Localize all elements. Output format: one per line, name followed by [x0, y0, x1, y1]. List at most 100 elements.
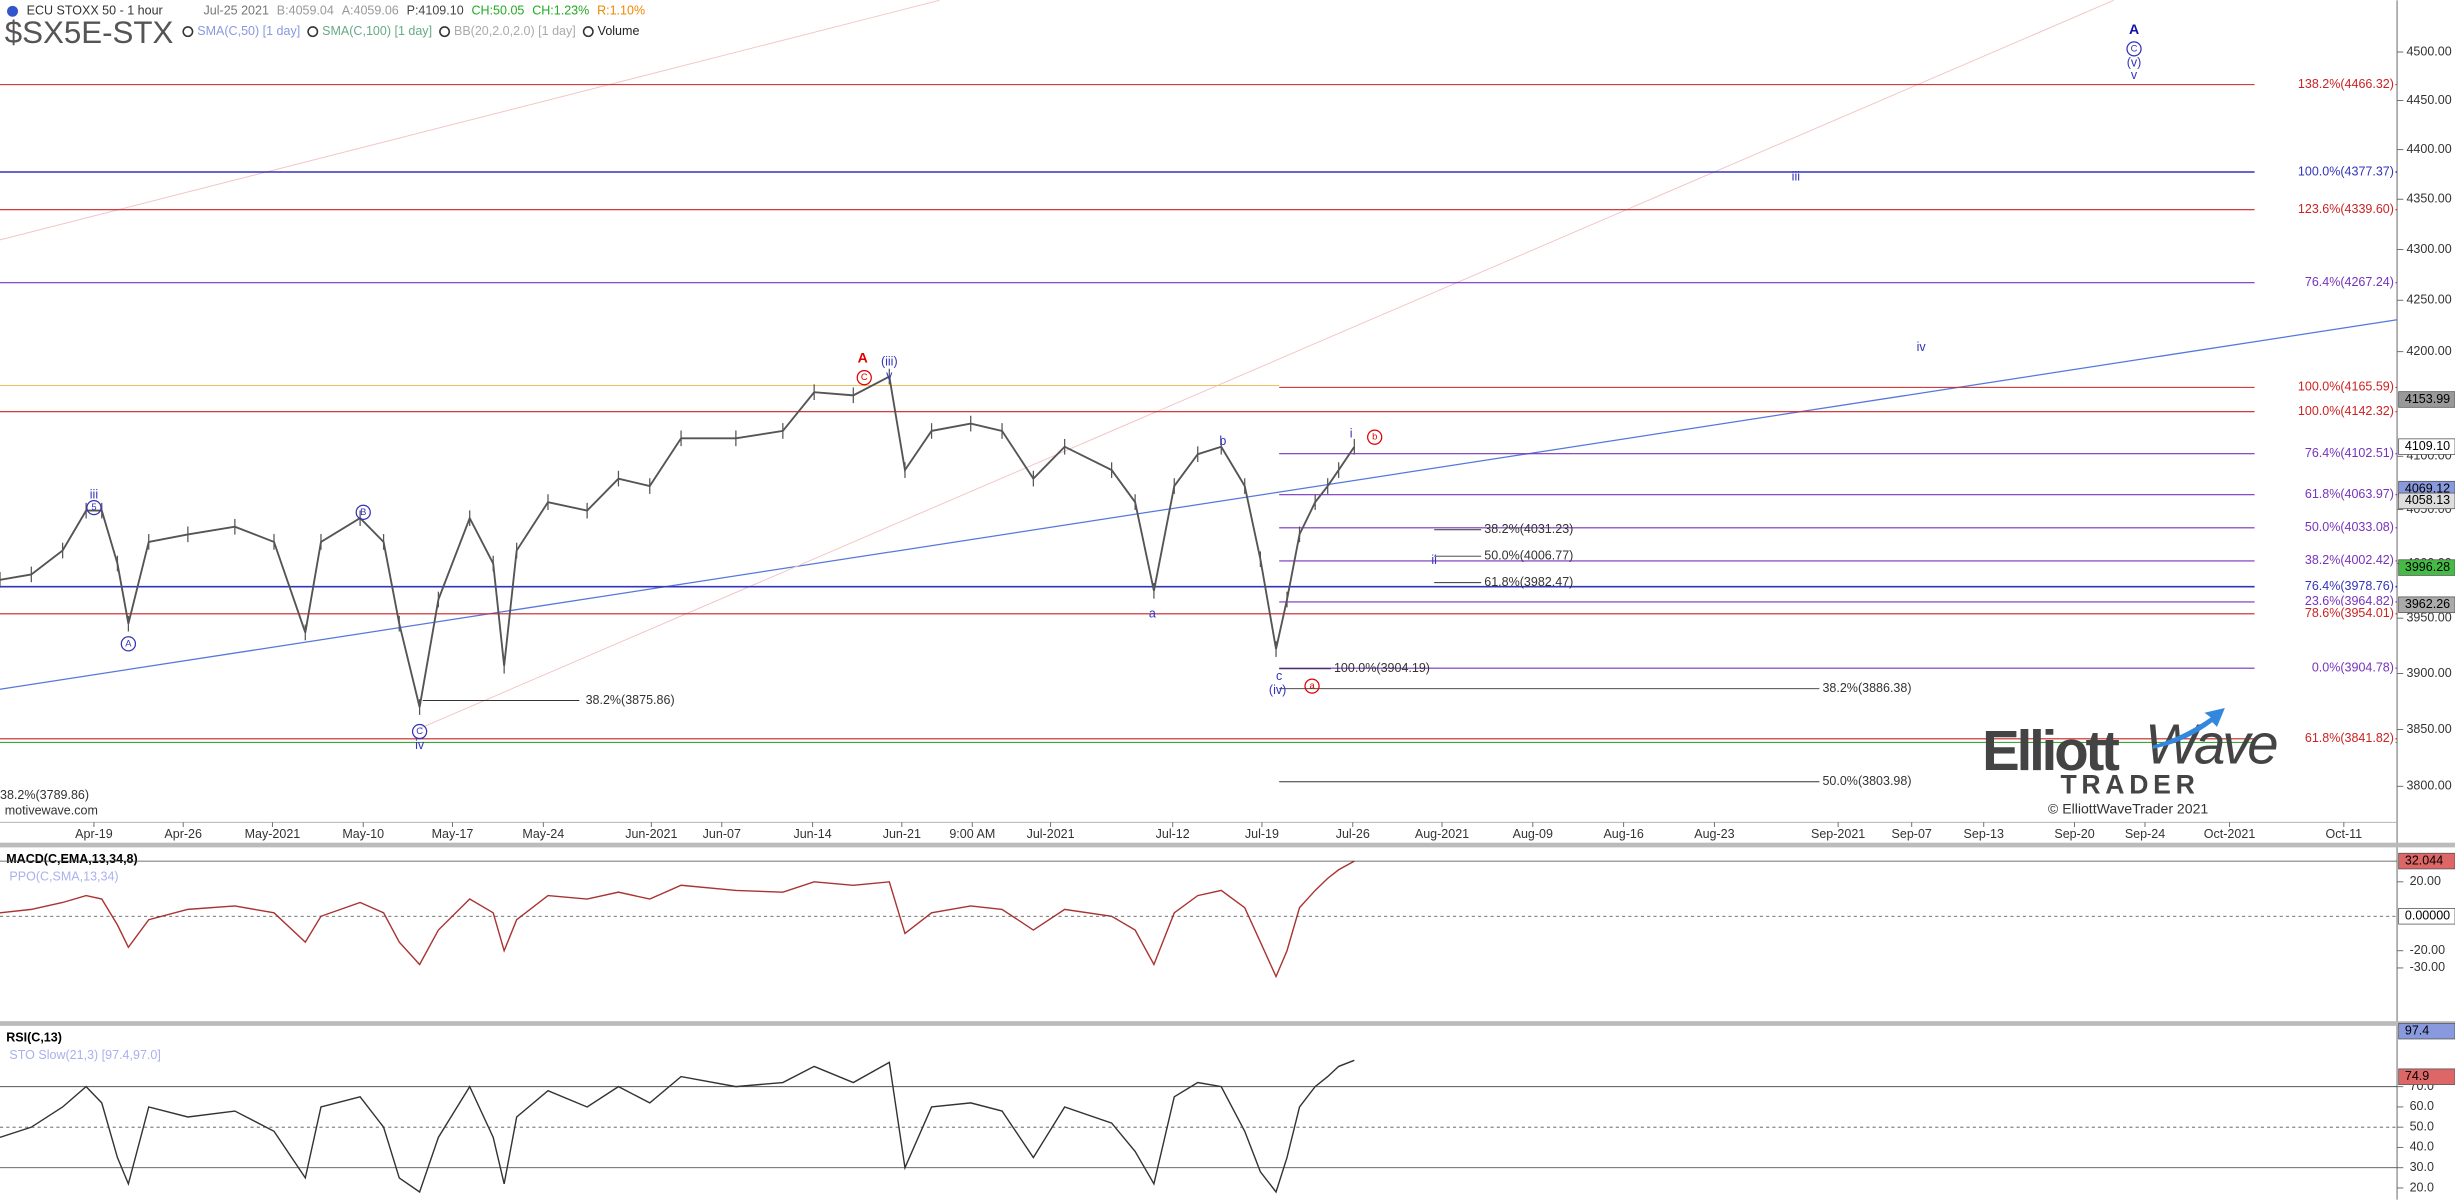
panel-subtitle: STO Slow(21,3) [97.4,97.0] [9, 1048, 160, 1062]
x-tick-label: Aug-23 [1694, 827, 1734, 841]
inner-fib-label: 38.2%(3875.86) [586, 693, 675, 707]
symbol-icon [7, 5, 19, 17]
price-tag [2398, 492, 2455, 510]
fib-label: 61.8%(4063.97) [2305, 487, 2394, 501]
x-tick-label: Jun-2021 [625, 827, 677, 841]
indicator-icon [307, 26, 319, 38]
wave-circle [856, 370, 872, 386]
fib-label-bg [2254, 164, 2396, 180]
x-tick-label: 9:00 AM [949, 827, 995, 841]
wave-label: C [2131, 42, 2138, 53]
y-tick-label: 20.00 [2410, 874, 2441, 888]
quote-item: P:4109.10 [407, 4, 464, 18]
value-tag-label: 32.044 [2405, 853, 2443, 867]
value-tag [2398, 1068, 2455, 1085]
x-tick-label: Jun-21 [883, 827, 921, 841]
wave-label: (v) [2127, 55, 2142, 69]
y-tick-label: 3950.00 [2406, 610, 2451, 624]
panel-subtitle: PPO(C,SMA,13,34) [9, 869, 118, 883]
price-tag [2398, 438, 2455, 455]
indicator-item: BB(20,2.0,2.0) [1 day] [454, 24, 576, 38]
wave-label: i [1350, 426, 1353, 440]
quote-item: A:4059.06 [342, 4, 399, 18]
y-tick-label: 30.0 [2410, 1160, 2434, 1174]
quote-item: Jul-25 2021 [204, 4, 269, 18]
y-tick-label: 3800.00 [2406, 779, 2451, 793]
wave-circle [2126, 41, 2142, 57]
x-tick-label: May-2021 [245, 827, 301, 841]
x-tick-label: May-10 [342, 827, 384, 841]
fib-label-bg [2254, 201, 2396, 218]
indicator-line [0, 860, 1355, 979]
quote-item: B:4059.04 [277, 4, 334, 18]
wave-circle [120, 636, 137, 652]
x-tick-label: May-17 [432, 827, 474, 841]
fib-label-bg [2254, 403, 2396, 420]
wave-circle [355, 504, 371, 520]
x-tick-label: Jul-19 [1245, 827, 1279, 841]
logo: TRADER [2060, 769, 2199, 799]
y-tick-label: 3900.00 [2406, 666, 2451, 680]
channel-line [419, 0, 2114, 729]
quote-item: CH:1.23% [532, 4, 589, 18]
y-tick-label: -20.00 [2410, 943, 2446, 957]
wave-label: a [1309, 680, 1315, 691]
wave-label: iv [415, 738, 425, 752]
wave-label: v [2131, 68, 2138, 82]
price-tag-label: 4058.13 [2405, 493, 2450, 507]
logo-arrow [2152, 708, 2225, 749]
x-tick-label: Sep-24 [2125, 827, 2165, 841]
y-tick-label: 4450.00 [2406, 93, 2451, 107]
fib-label: 100.0%(4377.37) [2298, 164, 2394, 178]
price-tag-label: 3996.28 [2405, 560, 2450, 574]
wave-label: A [858, 350, 868, 366]
fib-label-bg [2254, 730, 2396, 747]
fib-label-bg [2254, 519, 2396, 536]
inner-fib-label: 100.0%(3904.19) [1334, 661, 1430, 675]
fib-label-bg [2254, 605, 2396, 622]
price-tag [2398, 391, 2455, 408]
price-tag [2398, 559, 2455, 576]
fib-label-bg [2254, 445, 2396, 462]
wave-label: 5 [91, 501, 96, 512]
wave-circle [86, 499, 102, 516]
value-tag [2398, 1022, 2455, 1040]
quote-item: CH:50.05 [472, 4, 525, 18]
indicator-icon [439, 26, 451, 38]
quote-item: R:1.10% [597, 4, 645, 18]
indicator-icon [582, 26, 594, 38]
fib-label: 0.0%(3904.78) [2312, 660, 2394, 674]
x-tick-label: Jun-14 [793, 827, 831, 841]
inner-fib-label: 38.2%(4031.23) [1484, 522, 1573, 536]
wave-label: c [1276, 669, 1282, 683]
price-tag-label: 3962.26 [2405, 597, 2450, 611]
price-tag-label: 4109.10 [2405, 439, 2450, 453]
fib-label-bg [2254, 274, 2396, 291]
x-tick-label: Oct-2021 [2204, 827, 2256, 841]
fib-label-bg [2254, 486, 2396, 503]
wave-circle [1367, 429, 1383, 445]
x-tick-label: Aug-2021 [1415, 827, 1469, 841]
panel-title: MACD(C,EMA,13,34,8) [6, 852, 137, 866]
x-tick-label: Sep-20 [2054, 827, 2094, 841]
indicator-item: Volume [598, 24, 640, 38]
wave-circle [411, 723, 428, 740]
y-tick-label: 4300.00 [2406, 242, 2451, 256]
chart-title: ECU STOXX 50 - 1 hour [27, 4, 163, 18]
x-tick-label: Sep-2021 [1811, 827, 1865, 841]
panel-title: RSI(C,13) [6, 1031, 62, 1045]
note: motivewave.com [5, 804, 98, 818]
fib-label: 23.6%(3964.82) [2305, 594, 2394, 608]
x-tick-label: Jul-26 [1336, 827, 1370, 841]
fib-label: 76.4%(3978.76) [2305, 579, 2394, 593]
fib-label: 123.6%(4339.60) [2298, 202, 2394, 216]
logo-copyright: © ElliottWaveTrader 2021 [2048, 801, 2209, 817]
indicator-line [0, 1059, 1355, 1194]
fib-label: 38.2%(4002.42) [2305, 553, 2394, 567]
inner-fib-label: 50.0%(4006.77) [1484, 549, 1573, 563]
fib-label: 61.8%(3841.82) [2305, 731, 2394, 745]
x-tick-label: Aug-16 [1603, 827, 1643, 841]
